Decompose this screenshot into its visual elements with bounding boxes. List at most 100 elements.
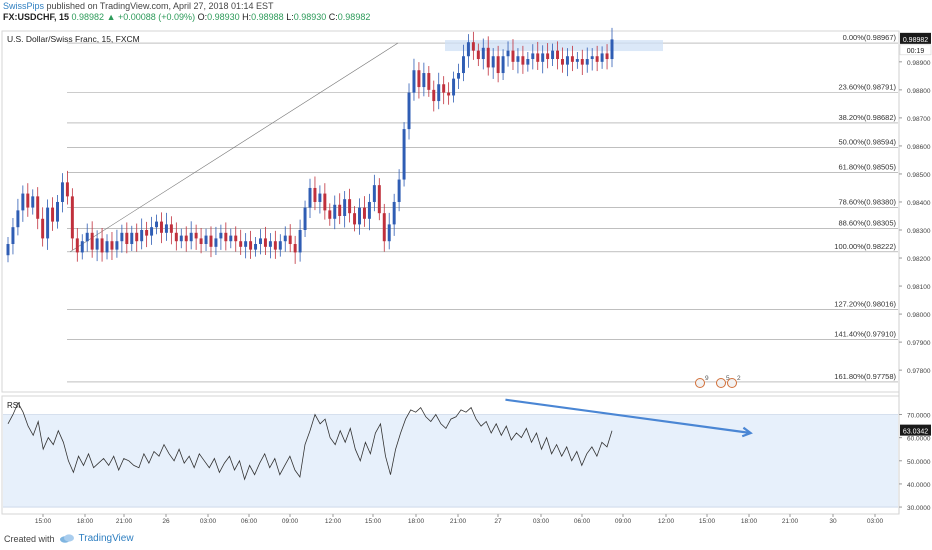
candle-body[interactable]: [437, 84, 441, 102]
candle-body[interactable]: [575, 59, 579, 62]
candle-body[interactable]: [125, 232, 129, 245]
candle-body[interactable]: [551, 50, 555, 60]
candle-body[interactable]: [308, 187, 312, 208]
candle-body[interactable]: [580, 59, 584, 65]
candle-body[interactable]: [273, 241, 277, 250]
candle-body[interactable]: [516, 56, 520, 62]
candle-body[interactable]: [145, 229, 149, 236]
candle-body[interactable]: [521, 56, 525, 65]
candle-body[interactable]: [595, 56, 599, 62]
candle-body[interactable]: [585, 59, 589, 65]
price-chart[interactable]: U.S. Dollar/Swiss Franc, 15, FXCM 0.98900…: [0, 0, 932, 530]
candle-body[interactable]: [95, 238, 99, 250]
candle-body[interactable]: [140, 229, 144, 242]
candle-body[interactable]: [21, 193, 25, 211]
candle-body[interactable]: [51, 207, 55, 222]
candle-body[interactable]: [432, 89, 436, 102]
candle-body[interactable]: [259, 238, 262, 245]
candle-body[interactable]: [56, 201, 59, 222]
candle-body[interactable]: [65, 182, 69, 197]
candle-body[interactable]: [150, 227, 154, 236]
candle-body[interactable]: [481, 47, 485, 60]
candle-body[interactable]: [115, 241, 119, 250]
candle-body[interactable]: [85, 232, 89, 242]
candle-body[interactable]: [546, 53, 550, 60]
candle-body[interactable]: [362, 207, 366, 219]
candle-body[interactable]: [491, 56, 495, 68]
candle-body[interactable]: [561, 59, 564, 65]
candle-body[interactable]: [234, 235, 238, 242]
candle-body[interactable]: [536, 53, 540, 62]
candle-body[interactable]: [75, 238, 79, 253]
candle-body[interactable]: [239, 241, 243, 247]
candle-body[interactable]: [105, 241, 109, 253]
candle-body[interactable]: [249, 241, 253, 250]
candle-body[interactable]: [318, 193, 322, 202]
candle-body[interactable]: [422, 73, 426, 88]
candle-body[interactable]: [407, 92, 411, 130]
candle-body[interactable]: [244, 241, 248, 247]
candle-body[interactable]: [461, 56, 465, 74]
candle-body[interactable]: [427, 73, 431, 90]
candle-body[interactable]: [338, 204, 342, 216]
candle-body[interactable]: [263, 238, 267, 247]
candle-body[interactable]: [377, 185, 381, 214]
candle-body[interactable]: [224, 232, 228, 242]
candle-body[interactable]: [605, 53, 609, 60]
event-flag-icon[interactable]: [695, 378, 705, 388]
candle-body[interactable]: [457, 73, 461, 79]
candle-body[interactable]: [511, 50, 515, 62]
candle-body[interactable]: [11, 227, 15, 245]
candle-body[interactable]: [298, 229, 302, 253]
candle-body[interactable]: [100, 238, 104, 253]
candle-body[interactable]: [358, 207, 361, 225]
candle-body[interactable]: [367, 201, 371, 219]
candle-body[interactable]: [199, 238, 203, 245]
candle-body[interactable]: [590, 56, 594, 60]
candle-body[interactable]: [333, 204, 337, 219]
candle-body[interactable]: [387, 224, 391, 242]
candle-body[interactable]: [135, 232, 139, 242]
candle-body[interactable]: [526, 59, 530, 65]
candle-body[interactable]: [36, 196, 40, 219]
rsi-line[interactable]: [7, 401, 613, 481]
candle-body[interactable]: [328, 210, 332, 219]
candle-body[interactable]: [501, 56, 505, 74]
tradingview-brand[interactable]: TradingView: [78, 533, 134, 544]
candle-body[interactable]: [209, 235, 213, 247]
candle-body[interactable]: [219, 232, 223, 239]
candle-body[interactable]: [496, 56, 500, 74]
candle-body[interactable]: [174, 232, 178, 242]
candle-body[interactable]: [6, 244, 10, 256]
candle-body[interactable]: [556, 50, 560, 60]
candle-body[interactable]: [348, 199, 352, 214]
candle-body[interactable]: [447, 92, 451, 96]
candle-body[interactable]: [70, 196, 74, 239]
candle-body[interactable]: [412, 70, 416, 93]
event-flag-icon[interactable]: [727, 378, 737, 388]
candle-body[interactable]: [565, 56, 569, 65]
candle-body[interactable]: [471, 42, 475, 51]
candle-body[interactable]: [184, 235, 188, 242]
candle-body[interactable]: [417, 70, 421, 88]
candle-body[interactable]: [343, 199, 347, 216]
candle-body[interactable]: [486, 47, 490, 68]
candle-body[interactable]: [130, 232, 134, 245]
candle-body[interactable]: [531, 53, 535, 60]
candle-body[interactable]: [179, 235, 183, 242]
rsi-trendline[interactable]: [505, 398, 751, 435]
candle-body[interactable]: [159, 221, 163, 233]
candle-body[interactable]: [570, 56, 574, 62]
candle-body[interactable]: [476, 50, 480, 60]
candle-body[interactable]: [313, 187, 317, 202]
candle-body[interactable]: [402, 129, 406, 180]
candle-body[interactable]: [600, 53, 604, 62]
candle-body[interactable]: [283, 235, 287, 242]
candle-body[interactable]: [293, 244, 297, 253]
candle-body[interactable]: [80, 241, 84, 253]
candle-body[interactable]: [169, 224, 173, 233]
candle-body[interactable]: [204, 235, 208, 245]
candle-body[interactable]: [506, 50, 510, 57]
candle-body[interactable]: [120, 232, 124, 242]
candle-body[interactable]: [466, 42, 470, 57]
